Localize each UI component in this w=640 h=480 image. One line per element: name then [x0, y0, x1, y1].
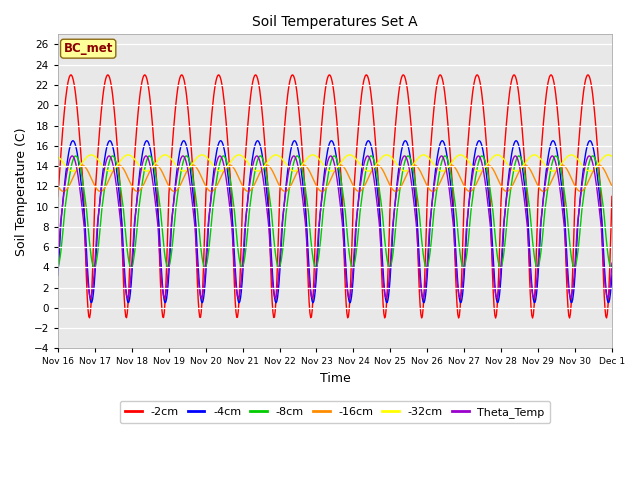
-32cm — [208, 161, 216, 167]
-32cm — [420, 152, 428, 158]
-2cm — [608, 193, 616, 199]
-8cm — [123, 240, 131, 246]
-2cm — [207, 126, 214, 132]
-16cm — [121, 168, 129, 174]
Theta_Temp — [54, 260, 62, 266]
-2cm — [54, 193, 62, 199]
-8cm — [420, 256, 428, 262]
Line: -8cm: -8cm — [58, 156, 612, 267]
-8cm — [90, 264, 98, 270]
-8cm — [208, 212, 216, 218]
Theta_Temp — [207, 200, 214, 206]
-32cm — [404, 168, 412, 173]
-4cm — [420, 300, 428, 306]
-8cm — [404, 153, 412, 159]
-16cm — [170, 189, 178, 194]
Theta_Temp — [64, 164, 72, 169]
-16cm — [404, 169, 412, 175]
-16cm — [420, 176, 428, 182]
-32cm — [180, 168, 188, 174]
-32cm — [121, 153, 129, 159]
-32cm — [54, 154, 62, 159]
Legend: -2cm, -4cm, -8cm, -16cm, -32cm, Theta_Temp: -2cm, -4cm, -8cm, -16cm, -32cm, Theta_Te… — [120, 401, 550, 423]
-8cm — [179, 160, 187, 166]
-8cm — [608, 264, 616, 270]
-4cm — [121, 275, 129, 281]
-4cm — [177, 142, 185, 148]
Theta_Temp — [121, 281, 129, 287]
-4cm — [207, 199, 214, 205]
-2cm — [403, 80, 410, 85]
Theta_Temp — [177, 155, 185, 161]
-8cm — [54, 264, 62, 270]
-4cm — [404, 142, 412, 148]
-8cm — [72, 153, 79, 159]
-16cm — [54, 183, 62, 189]
-16cm — [152, 162, 159, 168]
-4cm — [608, 272, 616, 278]
Theta_Temp — [308, 295, 316, 300]
-16cm — [608, 183, 616, 189]
Theta_Temp — [404, 159, 412, 165]
-4cm — [54, 272, 62, 278]
-16cm — [64, 185, 72, 191]
Text: BC_met: BC_met — [63, 42, 113, 55]
-4cm — [64, 154, 72, 160]
Line: Theta_Temp: Theta_Temp — [58, 156, 612, 298]
-32cm — [161, 152, 169, 158]
-32cm — [178, 168, 186, 174]
X-axis label: Time: Time — [319, 372, 350, 385]
Theta_Temp — [608, 260, 616, 266]
-16cm — [179, 177, 187, 183]
Line: -4cm: -4cm — [58, 141, 612, 303]
-32cm — [64, 166, 72, 171]
-2cm — [419, 313, 426, 319]
Line: -32cm: -32cm — [58, 155, 612, 171]
Theta_Temp — [420, 293, 428, 299]
-16cm — [208, 188, 216, 194]
-4cm — [291, 138, 298, 144]
-4cm — [309, 300, 317, 306]
Line: -2cm: -2cm — [58, 75, 612, 318]
Line: -16cm: -16cm — [58, 165, 612, 192]
Theta_Temp — [327, 153, 335, 159]
-32cm — [608, 154, 616, 159]
-2cm — [64, 80, 72, 85]
-2cm — [177, 72, 185, 78]
-8cm — [64, 183, 72, 189]
Y-axis label: Soil Temperature (C): Soil Temperature (C) — [15, 127, 28, 256]
Title: Soil Temperatures Set A: Soil Temperatures Set A — [252, 15, 418, 29]
-2cm — [121, 307, 129, 313]
-2cm — [492, 315, 499, 321]
-2cm — [510, 72, 518, 78]
